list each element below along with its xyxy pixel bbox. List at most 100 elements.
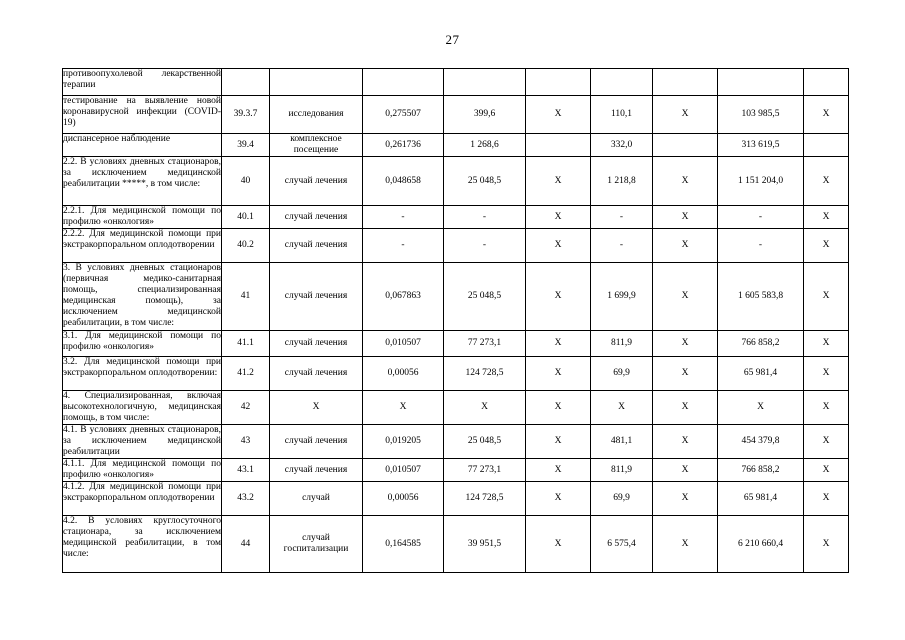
value-cell: 25 048,5 [443,424,526,459]
value-cell: исследования [269,95,363,134]
value-cell: X [652,424,718,459]
row-description-cell: 3.2. Для медицинской помощи при экстрако… [62,356,222,391]
value-cell: X [652,481,718,516]
value-cell: X [525,205,591,229]
value-cell: 811,9 [590,458,653,482]
value-cell: 1 699,9 [590,262,653,331]
table-row: 2.2.2. Для медицинской помощи при экстра… [62,228,849,263]
value-cell: 43 [221,424,270,459]
value-cell: 42 [221,390,270,425]
value-cell: 43.1 [221,458,270,482]
value-cell: 124 728,5 [443,356,526,391]
value-cell: 0,010507 [362,458,444,482]
value-cell [652,133,718,157]
value-cell: 766 858,2 [717,330,804,357]
value-cell: 0,261736 [362,133,444,157]
value-cell: X [269,390,363,425]
value-cell: 44 [221,515,270,573]
value-cell: X [652,95,718,134]
value-cell: 811,9 [590,330,653,357]
value-cell: X [803,390,849,425]
value-cell: случай лечения [269,330,363,357]
table-row: 4. Специализированная, включая высокотех… [62,390,849,425]
table-row: 4.1.2. Для медицинской помощи при экстра… [62,481,849,516]
value-cell: 0,275507 [362,95,444,134]
page-number: 27 [445,32,460,47]
row-description-cell: 4. Специализированная, включая высокотех… [62,390,222,425]
tariff-table: противоопухолевой лекарственной терапии т… [62,68,849,573]
value-cell: 313 619,5 [717,133,804,157]
value-cell: - [590,205,653,229]
value-cell: 0,019205 [362,424,444,459]
value-cell [362,68,444,96]
value-cell: X [362,390,444,425]
row-description-cell: 2.2. В условиях дневных стационаров, за … [62,156,222,206]
value-cell [717,68,804,96]
row-description-cell: 4.1.1. Для медицинской помощи по профилю… [62,458,222,482]
value-cell: 40.2 [221,228,270,263]
value-cell: 69,9 [590,481,653,516]
value-cell: 39 951,5 [443,515,526,573]
value-cell [221,68,270,96]
value-cell: 0,067863 [362,262,444,331]
value-cell: 41.1 [221,330,270,357]
value-cell: X [803,424,849,459]
value-cell [652,68,718,96]
value-cell: 0,00056 [362,481,444,516]
value-cell: случай лечения [269,205,363,229]
value-cell: случай лечения [269,156,363,206]
table-row: 4.1. В условиях дневных стационаров, за … [62,424,849,459]
value-cell: 332,0 [590,133,653,157]
value-cell: X [525,156,591,206]
value-cell: случай лечения [269,262,363,331]
value-cell: X [803,515,849,573]
table-row: 4.1.1. Для медицинской помощи по профилю… [62,458,849,482]
value-cell: - [590,228,653,263]
value-cell [525,133,591,157]
value-cell: X [525,262,591,331]
value-cell: - [443,228,526,263]
value-cell: X [803,330,849,357]
row-description-cell: 4.1. В условиях дневных стационаров, за … [62,424,222,459]
value-cell: 40.1 [221,205,270,229]
value-cell: X [525,330,591,357]
row-description-cell: 3. В условиях дневных стационаров (перви… [62,262,222,331]
value-cell: X [652,330,718,357]
value-cell: 69,9 [590,356,653,391]
table-row: противоопухолевой лекарственной терапии [62,68,849,96]
value-cell: комплексное посещение [269,133,363,157]
value-cell: 39.3.7 [221,95,270,134]
value-cell: X [717,390,804,425]
value-cell: 481,1 [590,424,653,459]
row-description-cell: противоопухолевой лекарственной терапии [62,68,222,96]
value-cell: X [803,228,849,263]
value-cell: 77 273,1 [443,458,526,482]
value-cell: случай [269,481,363,516]
value-cell: X [803,481,849,516]
value-cell: 110,1 [590,95,653,134]
value-cell [443,68,526,96]
value-cell: X [803,156,849,206]
value-cell: 41.2 [221,356,270,391]
table-row: 2.2. В условиях дневных стационаров, за … [62,156,849,206]
value-cell: 103 985,5 [717,95,804,134]
value-cell: 1 151 204,0 [717,156,804,206]
value-cell: X [525,95,591,134]
value-cell: X [525,228,591,263]
row-description-cell: 4.2. В условиях круглосуточного стациона… [62,515,222,573]
value-cell: X [525,424,591,459]
value-cell: 1 218,8 [590,156,653,206]
table-row: 4.2. В условиях круглосуточного стациона… [62,515,849,573]
value-cell: 0,164585 [362,515,444,573]
value-cell: случай лечения [269,424,363,459]
table-row: 3. В условиях дневных стационаров (перви… [62,262,849,331]
value-cell: X [652,356,718,391]
table-row: 2.2.1. Для медицинской помощи по профилю… [62,205,849,229]
row-description-cell: диспансерное наблюдение [62,133,222,157]
value-cell: 25 048,5 [443,156,526,206]
value-cell: 454 379,8 [717,424,804,459]
value-cell: X [443,390,526,425]
value-cell: 77 273,1 [443,330,526,357]
value-cell: 0,00056 [362,356,444,391]
value-cell: 40 [221,156,270,206]
